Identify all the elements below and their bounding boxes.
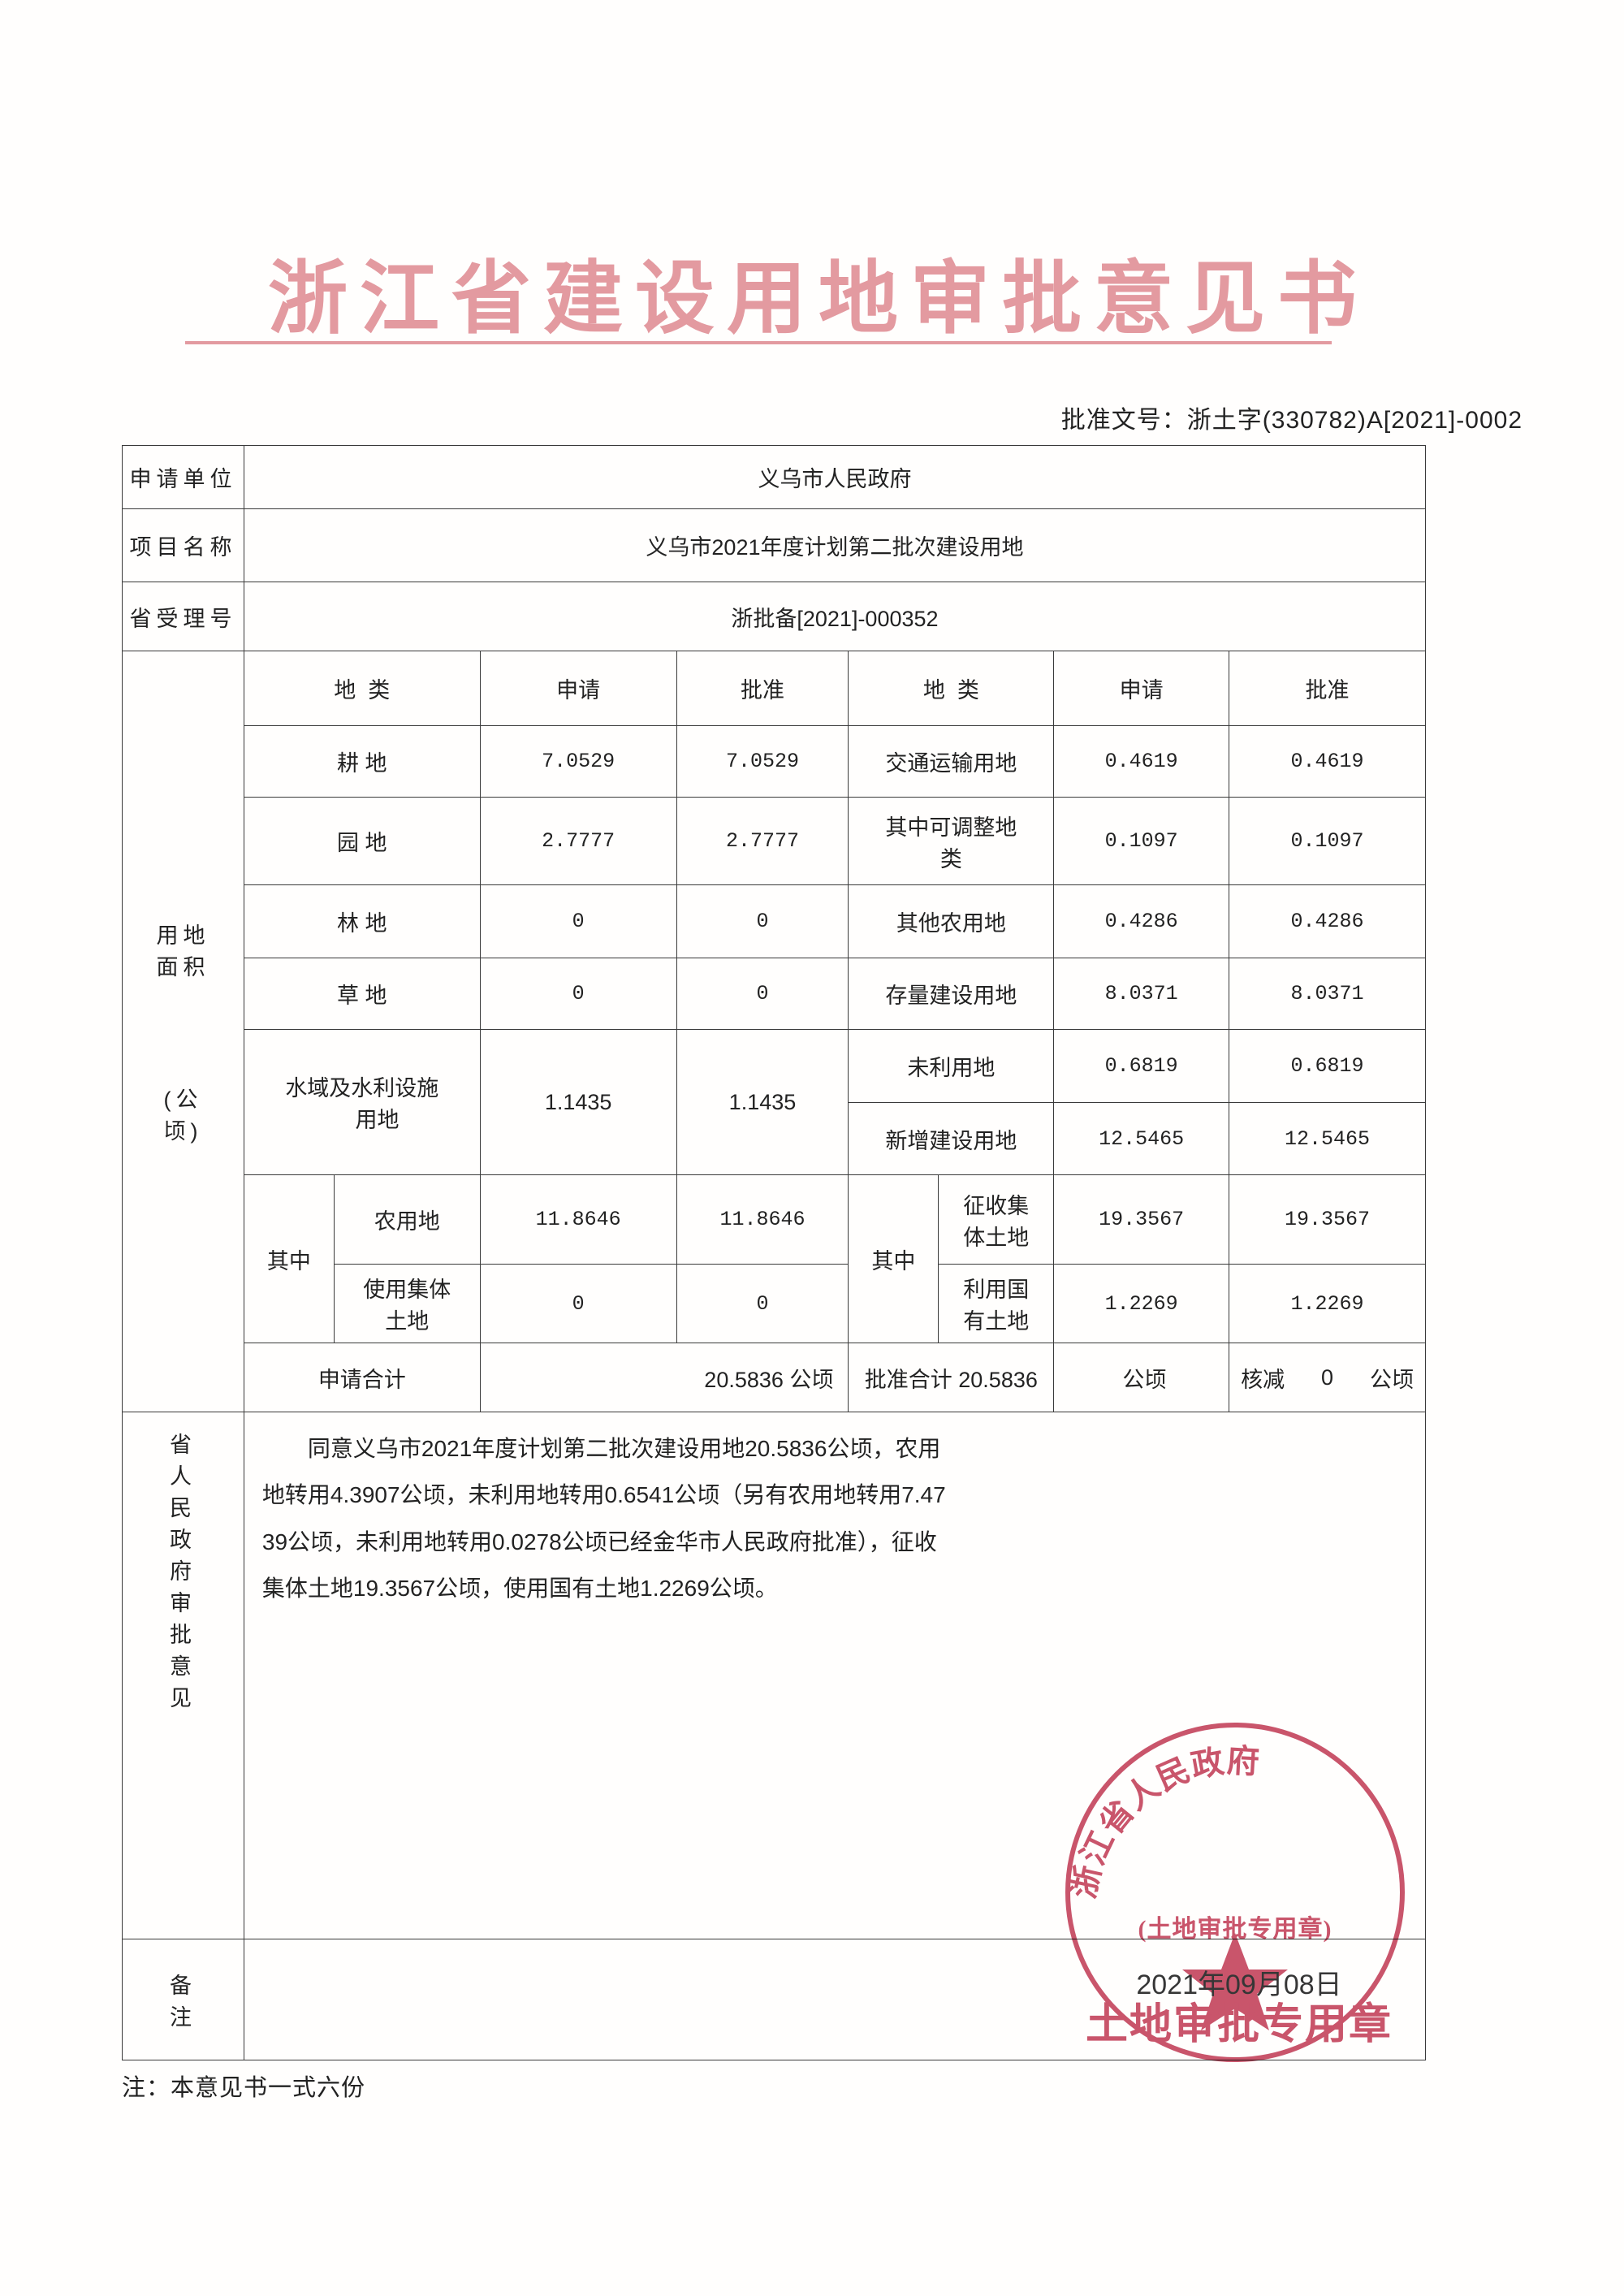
svg-text:浙江省人民政府: 浙江省人民政府 xyxy=(1065,1742,1261,1901)
svg-text:土地审批专用章: 土地审批专用章 xyxy=(1086,2000,1393,2048)
svg-text:2021年09月08日: 2021年09月08日 xyxy=(1136,1970,1341,2000)
